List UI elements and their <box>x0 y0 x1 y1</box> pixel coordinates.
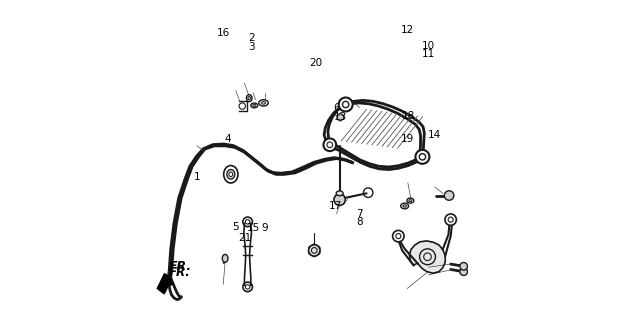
Text: 11: 11 <box>422 49 435 59</box>
Text: 12: 12 <box>400 25 414 35</box>
Ellipse shape <box>246 95 252 102</box>
Text: 9: 9 <box>262 223 269 233</box>
Circle shape <box>308 245 320 256</box>
Ellipse shape <box>336 191 343 196</box>
Ellipse shape <box>259 100 268 106</box>
Circle shape <box>339 98 353 111</box>
Ellipse shape <box>400 203 409 209</box>
Ellipse shape <box>251 103 258 108</box>
Circle shape <box>415 150 430 164</box>
Text: 21: 21 <box>238 233 251 243</box>
Text: 15: 15 <box>246 223 259 233</box>
Text: FR.: FR. <box>168 260 191 273</box>
Circle shape <box>392 230 404 242</box>
Circle shape <box>460 268 467 276</box>
Text: FR.: FR. <box>168 266 190 279</box>
Ellipse shape <box>407 198 414 203</box>
Text: 2: 2 <box>248 33 255 43</box>
Text: 3: 3 <box>248 42 255 52</box>
Ellipse shape <box>223 165 238 183</box>
Circle shape <box>324 139 336 151</box>
Text: 18: 18 <box>402 111 415 121</box>
Text: 8: 8 <box>357 217 363 227</box>
Text: 19: 19 <box>401 134 415 144</box>
Ellipse shape <box>222 254 228 262</box>
Text: 16: 16 <box>217 28 230 38</box>
Text: 6: 6 <box>333 103 340 113</box>
Text: 4: 4 <box>224 134 231 144</box>
Polygon shape <box>157 274 171 294</box>
Text: 5: 5 <box>233 222 239 232</box>
Circle shape <box>444 191 454 200</box>
Polygon shape <box>337 113 344 121</box>
Polygon shape <box>409 241 445 273</box>
Text: 14: 14 <box>428 130 441 140</box>
Text: 10: 10 <box>422 41 435 51</box>
Text: 7: 7 <box>357 209 363 219</box>
Circle shape <box>460 262 467 270</box>
Text: 13: 13 <box>334 112 347 122</box>
Text: 17: 17 <box>329 201 342 211</box>
Text: 1: 1 <box>194 172 200 182</box>
Circle shape <box>445 214 456 225</box>
Text: 20: 20 <box>310 58 322 68</box>
Circle shape <box>334 194 345 205</box>
